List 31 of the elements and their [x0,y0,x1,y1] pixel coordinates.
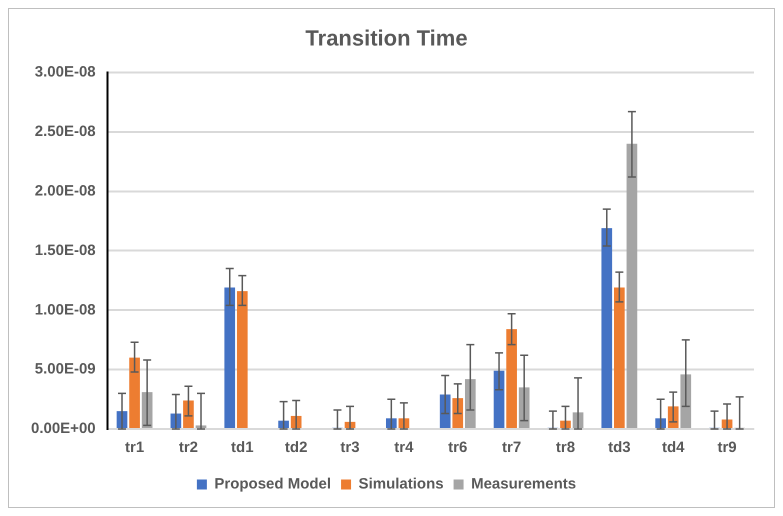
x-tick-label: td3 [608,439,631,456]
legend-label: Proposed Model [214,476,332,493]
bar [626,144,638,428]
y-tick-label: 1.50E-08 [34,242,96,259]
y-tick-label: 3.00E-08 [34,64,96,81]
x-tick-label: tr8 [556,439,576,456]
bar [129,358,140,428]
bar [601,228,612,428]
y-tick-label: 5.00E-09 [34,360,96,378]
bar [506,329,517,428]
x-tick-label: tr6 [448,439,468,456]
chart-title: Transition Time [305,25,468,50]
bar [236,291,248,428]
x-tick-label: tr9 [717,439,737,456]
bar [494,370,504,428]
x-tick-label: tr3 [340,439,360,456]
y-tick-label: 1.00E-08 [34,301,96,318]
x-tick-label: td2 [284,439,308,456]
y-tick-label: 2.00E-08 [34,182,96,200]
y-tick-label: 2.50E-08 [34,122,96,140]
bar [614,288,625,428]
x-tick-label: tr4 [394,439,414,456]
y-tick-label: 0.00E+00 [30,420,96,438]
bar [224,288,236,428]
x-tick-label: tr2 [178,439,198,456]
x-tick-label: td4 [662,439,686,456]
x-tick-label: tr1 [124,439,144,456]
legend-label: Simulations [358,476,444,493]
legend-label: Measurements [471,476,576,493]
x-tick-label: td1 [231,439,254,456]
x-tick-label: tr7 [502,439,522,456]
